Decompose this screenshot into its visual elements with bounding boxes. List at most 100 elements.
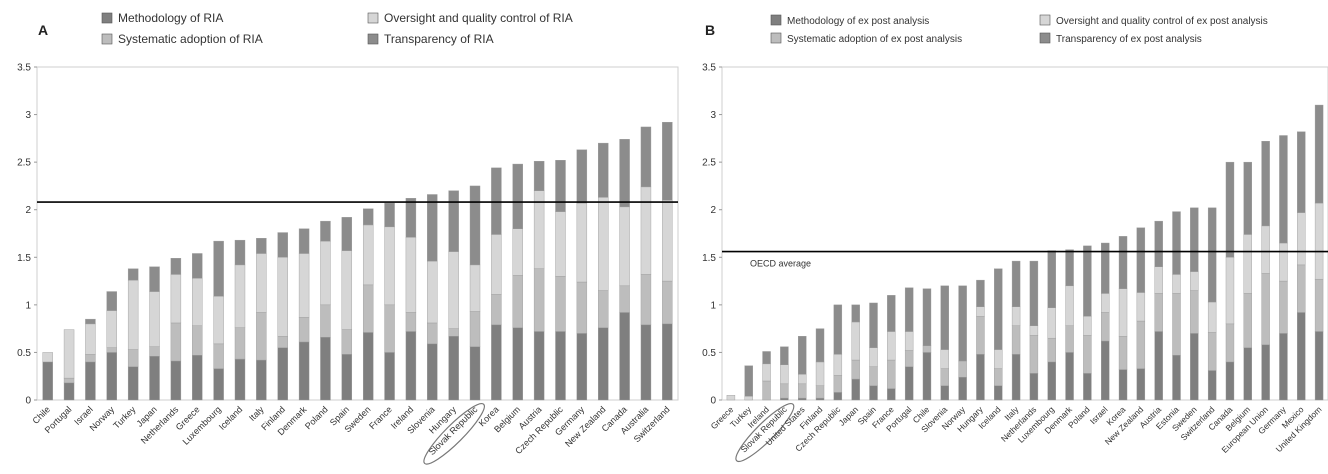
bar-spain-oversight-and-quality-control-of-ria xyxy=(341,250,353,330)
bar-france-transparency-of-ria xyxy=(384,202,395,228)
bar-slovenia-methodology-of-ria xyxy=(427,343,438,401)
bar-netherlands-methodology-of-ex-post-analysis xyxy=(1029,373,1039,401)
bar-iceland-oversight-and-quality-control-of-ria xyxy=(234,264,246,328)
bar-finland-systematic-adoption-of-ex-post-analysis xyxy=(815,385,825,399)
bar-belgium-oversight-and-quality-control-of-ria xyxy=(512,228,523,276)
bar-iceland-systematic-adoption-of-ex-post-analysis xyxy=(994,368,1003,386)
bar-poland-transparency-of-ex-post-analysis xyxy=(1083,245,1092,317)
bar-japan-oversight-and-quality-control-of-ex-post-analysis xyxy=(851,321,860,361)
bar-new-zealand-methodology-of-ria xyxy=(598,327,609,401)
bar-france-oversight-and-quality-control-of-ria xyxy=(384,226,395,306)
bar-italy-methodology-of-ex-post-analysis xyxy=(1011,354,1021,401)
bar-spain-oversight-and-quality-control-of-ex-post-analysis xyxy=(869,347,878,367)
bar-germany-methodology-of-ria xyxy=(576,333,588,401)
bar-united-states-methodology-of-ex-post-analysis xyxy=(798,397,807,401)
bar-norway-transparency-of-ex-post-analysis xyxy=(958,285,967,362)
bar-finland-transparency-of-ria xyxy=(277,232,288,258)
bar-portugal-oversight-and-quality-control-of-ex-post-analysis xyxy=(904,331,914,351)
bar-slovak-republic-systematic-adoption-of-ria xyxy=(469,311,481,347)
bar-poland-systematic-adoption-of-ria xyxy=(320,304,331,338)
bar-japan-transparency-of-ria xyxy=(149,266,160,292)
bar-greece-oversight-and-quality-control-of-ex-post-analysis xyxy=(726,395,736,401)
bar-portugal-oversight-and-quality-control-of-ria xyxy=(63,329,75,379)
bar-slovak-republic-methodology-of-ria xyxy=(469,346,481,401)
legend-label: Methodology of ex post analysis xyxy=(787,16,929,27)
y-tick-label: 1.5 xyxy=(702,253,716,264)
bar-mexico-transparency-of-ex-post-analysis xyxy=(1297,131,1306,213)
panel-b-letter: B xyxy=(705,22,715,38)
bar-germany-systematic-adoption-of-ex-post-analysis xyxy=(1279,280,1288,334)
bar-germany-methodology-of-ex-post-analysis xyxy=(1279,333,1288,401)
x-tick-label: Norway xyxy=(88,404,117,433)
bar-france-transparency-of-ex-post-analysis xyxy=(887,295,896,332)
bar-new-zealand-oversight-and-quality-control-of-ex-post-analysis xyxy=(1136,292,1146,322)
bar-slovak-republic-systematic-adoption-of-ex-post-analysis xyxy=(780,383,789,399)
bar-slovenia-methodology-of-ex-post-analysis xyxy=(940,385,949,401)
bar-canada-oversight-and-quality-control-of-ria xyxy=(619,206,630,287)
bar-norway-oversight-and-quality-control-of-ria xyxy=(106,310,117,348)
bar-slovenia-systematic-adoption-of-ex-post-analysis xyxy=(940,368,949,386)
bar-slovenia-oversight-and-quality-control-of-ria xyxy=(427,260,438,324)
bar-switzerland-systematic-adoption-of-ex-post-analysis xyxy=(1207,332,1217,371)
bar-hungary-systematic-adoption-of-ex-post-analysis xyxy=(976,316,985,355)
bar-israel-systematic-adoption-of-ria xyxy=(85,354,96,363)
y-tick-label: 3 xyxy=(710,110,716,121)
legend-swatch xyxy=(367,33,379,45)
bar-netherlands-oversight-and-quality-control-of-ex-post-analysis xyxy=(1029,325,1039,336)
legend-label: Systematic adoption of RIA xyxy=(118,32,263,46)
bar-czech-republic-transparency-of-ex-post-analysis xyxy=(833,304,843,355)
bar-hungary-transparency-of-ex-post-analysis xyxy=(976,279,985,307)
bar-spain-systematic-adoption-of-ex-post-analysis xyxy=(869,366,878,386)
bar-sweden-oversight-and-quality-control-of-ex-post-analysis xyxy=(1190,271,1199,291)
bar-italy-systematic-adoption-of-ex-post-analysis xyxy=(1011,325,1021,355)
bar-iceland-transparency-of-ria xyxy=(234,239,246,266)
highlight-ellipse xyxy=(423,403,485,465)
bar-european-union-methodology-of-ex-post-analysis xyxy=(1261,344,1270,401)
bar-korea-oversight-and-quality-control-of-ria xyxy=(491,234,502,295)
bar-united-kingdom-methodology-of-ex-post-analysis xyxy=(1314,331,1324,401)
bar-australia-systematic-adoption-of-ria xyxy=(640,274,652,326)
y-tick-label: 2.5 xyxy=(17,158,31,169)
bar-mexico-systematic-adoption-of-ex-post-analysis xyxy=(1297,264,1306,313)
bar-netherlands-oversight-and-quality-control-of-ria xyxy=(170,274,182,324)
bar-poland-transparency-of-ria xyxy=(320,220,331,242)
bar-sweden-methodology-of-ex-post-analysis xyxy=(1190,333,1199,401)
bar-spain-systematic-adoption-of-ria xyxy=(341,329,353,355)
bar-netherlands-methodology-of-ria xyxy=(170,360,182,401)
bar-slovenia-oversight-and-quality-control-of-ex-post-analysis xyxy=(940,349,949,369)
bar-france-methodology-of-ex-post-analysis xyxy=(887,388,896,401)
legend-swatch xyxy=(101,33,113,45)
legend-swatch xyxy=(1039,32,1051,44)
y-tick-label: 2.5 xyxy=(702,158,716,169)
bar-spain-transparency-of-ria xyxy=(341,217,353,251)
bar-belgium-methodology-of-ex-post-analysis xyxy=(1243,347,1252,401)
bar-austria-systematic-adoption-of-ria xyxy=(533,268,545,332)
bar-iceland-oversight-and-quality-control-of-ex-post-analysis xyxy=(994,349,1003,369)
bar-denmark-transparency-of-ex-post-analysis xyxy=(1065,249,1074,287)
bar-luxembourg-transparency-of-ria xyxy=(213,240,224,297)
bar-belgium-oversight-and-quality-control-of-ex-post-analysis xyxy=(1243,234,1252,294)
bar-japan-transparency-of-ex-post-analysis xyxy=(851,304,860,323)
bar-germany-oversight-and-quality-control-of-ex-post-analysis xyxy=(1279,242,1288,282)
plot-frame xyxy=(36,66,679,401)
bar-norway-systematic-adoption-of-ria xyxy=(106,347,117,353)
bar-spain-transparency-of-ex-post-analysis xyxy=(869,302,878,348)
bar-portugal-methodology-of-ria xyxy=(63,382,75,401)
x-tick-label: Poland xyxy=(303,404,330,431)
bar-israel-transparency-of-ex-post-analysis xyxy=(1101,242,1110,294)
bar-slovak-republic-oversight-and-quality-control-of-ex-post-analysis xyxy=(780,364,789,385)
legend-label: Transparency of RIA xyxy=(384,32,494,46)
bar-czech-republic-methodology-of-ria xyxy=(555,331,566,401)
bar-netherlands-transparency-of-ria xyxy=(170,258,182,275)
average-line-label: OECD average xyxy=(750,259,811,269)
bar-slovak-republic-transparency-of-ria xyxy=(469,185,481,266)
bar-united-kingdom-systematic-adoption-of-ex-post-analysis xyxy=(1314,278,1324,332)
bar-italy-methodology-of-ria xyxy=(256,359,267,401)
bar-portugal-systematic-adoption-of-ex-post-analysis xyxy=(904,350,914,367)
bar-canada-oversight-and-quality-control-of-ex-post-analysis xyxy=(1225,257,1235,325)
bar-united-kingdom-oversight-and-quality-control-of-ex-post-analysis xyxy=(1314,202,1324,280)
bar-slovak-republic-transparency-of-ex-post-analysis xyxy=(780,346,789,365)
bar-austria-systematic-adoption-of-ex-post-analysis xyxy=(1154,293,1163,332)
bar-iceland-methodology-of-ria xyxy=(234,358,246,401)
bar-turkey-systematic-adoption-of-ria xyxy=(127,349,139,367)
